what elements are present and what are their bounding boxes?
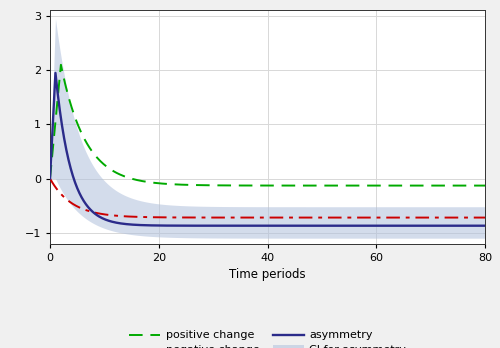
Legend: positive change, negative change, asymmetry, CI for asymmetry: positive change, negative change, asymme… bbox=[124, 326, 410, 348]
X-axis label: Time periods: Time periods bbox=[229, 268, 306, 281]
